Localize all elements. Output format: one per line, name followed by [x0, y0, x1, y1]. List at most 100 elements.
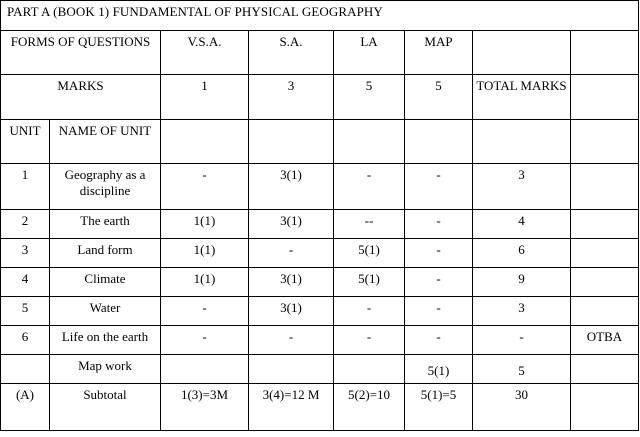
- la-header: LA: [333, 30, 405, 75]
- extra-cell: [570, 383, 639, 431]
- table-row: 4 Climate 1(1) 3(1) 5(1) - 9: [0, 267, 639, 297]
- total-subtotal: 30: [472, 383, 571, 431]
- unit-name-header: NAME OF UNIT: [49, 119, 161, 164]
- total-cell: 4: [472, 209, 571, 239]
- extra-cell: [570, 238, 639, 268]
- map-cell: -: [404, 209, 473, 239]
- sa-cell: [248, 354, 334, 384]
- extra-cell: [570, 267, 639, 297]
- table-row: 5 Water - 3(1) - - 3: [0, 296, 639, 326]
- total-cell: 6: [472, 238, 571, 268]
- vsa-subtotal: 1(3)=3M: [160, 383, 249, 431]
- unit-header: UNIT: [0, 119, 50, 164]
- sa-cell: -: [248, 325, 334, 355]
- vsa-header: V.S.A.: [160, 30, 249, 75]
- unit-name: Life on the earth: [49, 325, 161, 355]
- vsa-cell: [160, 354, 249, 384]
- vsa-cell: -: [160, 325, 249, 355]
- unit-number: 6: [0, 325, 50, 355]
- map-cell: 5(1): [404, 354, 473, 384]
- unit-number: 5: [0, 296, 50, 326]
- la-cell: --: [333, 209, 405, 239]
- extra-cell: [570, 163, 639, 210]
- forms-of-questions-header: FORMS OF QUESTIONS: [0, 30, 161, 75]
- unit-name: Map work: [49, 354, 161, 384]
- table-row: 6 Life on the earth - - - - - OTBA: [0, 325, 639, 355]
- extra-cell: [570, 209, 639, 239]
- vsa-cell: -: [160, 163, 249, 210]
- la-cell: 5(1): [333, 267, 405, 297]
- total-cell: 3: [472, 296, 571, 326]
- table-row: Map work 5(1) 5: [0, 354, 639, 384]
- empty-cell: [472, 119, 571, 164]
- map-cell: -: [404, 296, 473, 326]
- la-subtotal: 5(2)=10: [333, 383, 405, 431]
- marks-label: MARKS: [0, 74, 161, 120]
- map-cell: -: [404, 238, 473, 268]
- total-cell: 5: [472, 354, 571, 384]
- unit-number: [0, 354, 50, 384]
- unit-number: (A): [0, 383, 50, 431]
- sa-marks: 3: [248, 74, 334, 120]
- header-blank-cell: [472, 30, 571, 75]
- la-cell: -: [333, 296, 405, 326]
- sa-header: S.A.: [248, 30, 334, 75]
- unit-number: 3: [0, 238, 50, 268]
- unit-name: The earth: [49, 209, 161, 239]
- la-cell: -: [333, 325, 405, 355]
- unit-number: 4: [0, 267, 50, 297]
- header-row: FORMS OF QUESTIONS V.S.A. S.A. LA MAP: [0, 30, 639, 75]
- vsa-cell: -: [160, 296, 249, 326]
- table-title: PART A (BOOK 1) FUNDAMENTAL OF PHYSICAL …: [0, 0, 639, 31]
- sa-cell: -: [248, 238, 334, 268]
- map-marks: 5: [404, 74, 473, 120]
- unit-name: Geography as a discipline: [49, 163, 161, 210]
- vsa-marks: 1: [160, 74, 249, 120]
- header-blank-cell: [570, 30, 639, 75]
- la-cell: -: [333, 163, 405, 210]
- vsa-cell: 1(1): [160, 209, 249, 239]
- extra-cell: [570, 296, 639, 326]
- map-cell: -: [404, 267, 473, 297]
- unit-header-row: UNIT NAME OF UNIT: [0, 119, 639, 164]
- vsa-cell: 1(1): [160, 238, 249, 268]
- empty-cell: [333, 119, 405, 164]
- map-cell: -: [404, 163, 473, 210]
- sa-cell: 3(1): [248, 209, 334, 239]
- subtotal-row: (A) Subtotal 1(3)=3M 3(4)=12 M 5(2)=10 5…: [0, 383, 639, 431]
- la-cell: 5(1): [333, 238, 405, 268]
- unit-number: 1: [0, 163, 50, 210]
- unit-name: Land form: [49, 238, 161, 268]
- total-cell: 3: [472, 163, 571, 210]
- sa-cell: 3(1): [248, 163, 334, 210]
- vsa-cell: 1(1): [160, 267, 249, 297]
- extra-cell: [570, 354, 639, 384]
- unit-name: Water: [49, 296, 161, 326]
- empty-cell: [160, 119, 249, 164]
- marks-row: MARKS 1 3 5 5 TOTAL MARKS: [0, 74, 639, 120]
- la-cell: [333, 354, 405, 384]
- sa-cell: 3(1): [248, 296, 334, 326]
- map-cell: -: [404, 325, 473, 355]
- table-row: 3 Land form 1(1) - 5(1) - 6: [0, 238, 639, 268]
- table-row: 1 Geography as a discipline - 3(1) - - 3: [0, 163, 639, 210]
- title-row: PART A (BOOK 1) FUNDAMENTAL OF PHYSICAL …: [0, 0, 639, 31]
- empty-cell: [248, 119, 334, 164]
- map-subtotal: 5(1)=5: [404, 383, 473, 431]
- sa-cell: 3(1): [248, 267, 334, 297]
- sa-subtotal: 3(4)=12 M: [248, 383, 334, 431]
- total-cell: 9: [472, 267, 571, 297]
- la-marks: 5: [333, 74, 405, 120]
- map-header: MAP: [404, 30, 473, 75]
- table-row: 2 The earth 1(1) 3(1) -- - 4: [0, 209, 639, 239]
- empty-cell: [404, 119, 473, 164]
- subtotal-label: Subtotal: [49, 383, 161, 431]
- unit-name: Climate: [49, 267, 161, 297]
- otba-cell: OTBA: [570, 325, 639, 355]
- unit-number: 2: [0, 209, 50, 239]
- total-marks-header: TOTAL MARKS: [472, 74, 571, 120]
- total-cell: -: [472, 325, 571, 355]
- empty-cell: [570, 119, 639, 164]
